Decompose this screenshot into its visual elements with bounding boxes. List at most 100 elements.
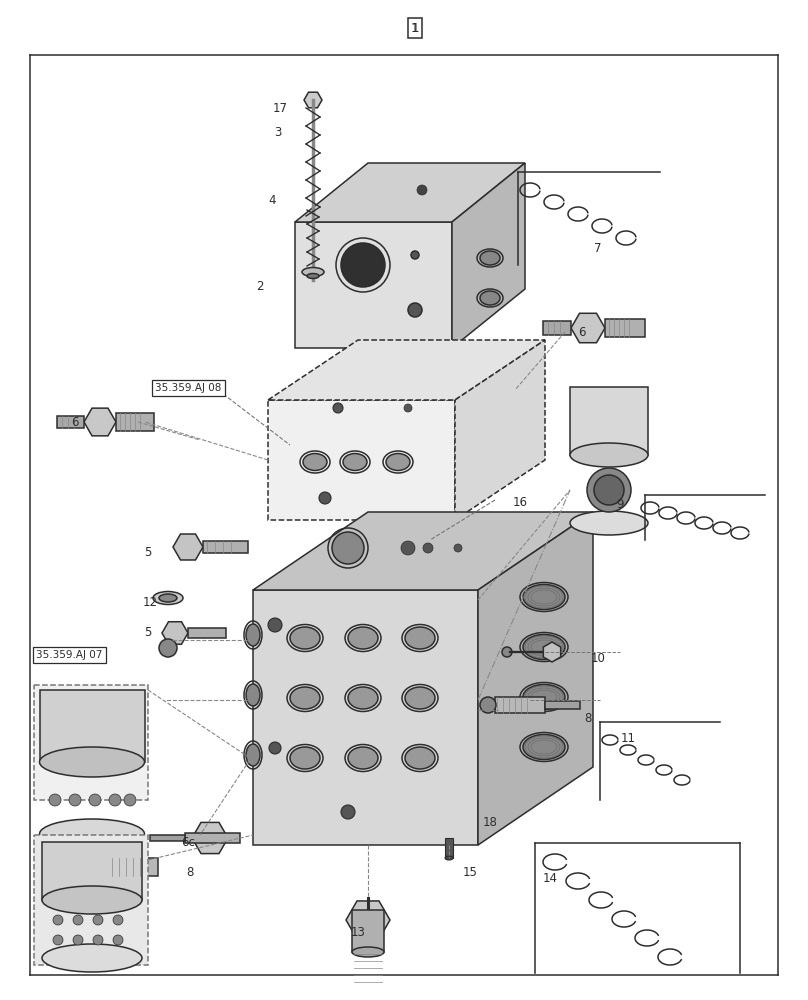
Polygon shape (268, 400, 455, 520)
Circle shape (411, 251, 419, 259)
Text: 1: 1 (411, 21, 419, 34)
Bar (352, 910, 384, 952)
Polygon shape (268, 340, 545, 400)
Text: 6: 6 (579, 326, 586, 338)
Text: 15: 15 (462, 866, 478, 880)
Ellipse shape (290, 627, 320, 649)
Bar (605, 319, 645, 337)
Ellipse shape (480, 291, 500, 305)
Ellipse shape (405, 627, 435, 649)
Text: 16: 16 (512, 495, 528, 508)
Bar (495, 697, 545, 713)
Text: 4: 4 (268, 194, 276, 207)
Text: 12: 12 (142, 595, 158, 608)
Text: 35.359.AJ 07: 35.359.AJ 07 (36, 650, 103, 660)
Circle shape (404, 404, 412, 412)
Circle shape (399, 559, 411, 571)
Ellipse shape (307, 273, 319, 278)
Circle shape (93, 915, 103, 925)
Ellipse shape (42, 886, 142, 914)
Circle shape (269, 742, 281, 754)
Ellipse shape (405, 747, 435, 769)
Text: 8: 8 (584, 712, 591, 724)
Circle shape (73, 915, 83, 925)
Text: 17: 17 (272, 102, 288, 114)
Text: 18: 18 (482, 816, 498, 830)
Bar (150, 835, 185, 841)
Circle shape (268, 618, 282, 632)
Polygon shape (34, 685, 148, 800)
Circle shape (408, 303, 422, 317)
Circle shape (73, 935, 83, 945)
Polygon shape (455, 340, 545, 520)
Circle shape (53, 935, 63, 945)
Circle shape (53, 915, 63, 925)
Ellipse shape (290, 747, 320, 769)
Polygon shape (478, 512, 593, 845)
Bar (188, 628, 226, 638)
Bar (116, 413, 154, 431)
Circle shape (69, 794, 81, 806)
Ellipse shape (302, 267, 324, 276)
Circle shape (587, 468, 631, 512)
Text: 6: 6 (71, 416, 78, 428)
Ellipse shape (570, 511, 648, 535)
Ellipse shape (246, 624, 260, 646)
Polygon shape (295, 222, 452, 348)
Bar (543, 321, 571, 335)
Circle shape (423, 543, 433, 553)
Ellipse shape (348, 627, 378, 649)
Ellipse shape (153, 591, 183, 604)
Ellipse shape (40, 747, 145, 777)
Bar (185, 833, 240, 843)
Circle shape (89, 794, 101, 806)
Circle shape (113, 935, 123, 945)
Text: 9: 9 (617, 498, 624, 512)
Bar (570, 387, 648, 455)
Bar (42, 842, 142, 900)
Circle shape (124, 794, 136, 806)
Circle shape (401, 541, 415, 555)
Polygon shape (253, 512, 593, 590)
Ellipse shape (523, 734, 565, 760)
Circle shape (341, 243, 385, 287)
Ellipse shape (159, 594, 177, 602)
Ellipse shape (290, 687, 320, 709)
Text: 3: 3 (274, 126, 282, 139)
Ellipse shape (480, 251, 500, 265)
Bar (203, 541, 248, 553)
Bar (110, 858, 158, 876)
Polygon shape (452, 163, 525, 348)
Bar (80, 862, 112, 872)
Ellipse shape (352, 947, 384, 957)
Circle shape (417, 185, 427, 195)
Circle shape (480, 697, 496, 713)
Text: 35.359.AJ 08: 35.359.AJ 08 (155, 383, 221, 393)
Text: 11: 11 (621, 732, 636, 744)
Bar (57, 416, 84, 428)
Text: 6c: 6c (181, 836, 195, 850)
Text: 7: 7 (594, 241, 602, 254)
Ellipse shape (405, 687, 435, 709)
Ellipse shape (343, 454, 367, 471)
Circle shape (49, 794, 61, 806)
Text: 5: 5 (145, 626, 152, 640)
Ellipse shape (348, 747, 378, 769)
Circle shape (159, 639, 177, 657)
Polygon shape (34, 835, 148, 965)
Ellipse shape (42, 944, 142, 972)
Text: 14: 14 (542, 871, 558, 884)
Text: 2: 2 (256, 280, 263, 294)
Ellipse shape (523, 635, 565, 660)
Polygon shape (253, 590, 478, 845)
Ellipse shape (523, 684, 565, 710)
Bar (40, 690, 145, 762)
Bar (545, 701, 580, 709)
Ellipse shape (348, 687, 378, 709)
Circle shape (113, 915, 123, 925)
Circle shape (109, 794, 121, 806)
Circle shape (333, 403, 343, 413)
Text: 1: 1 (411, 21, 419, 34)
Ellipse shape (570, 443, 648, 467)
Ellipse shape (40, 819, 145, 849)
